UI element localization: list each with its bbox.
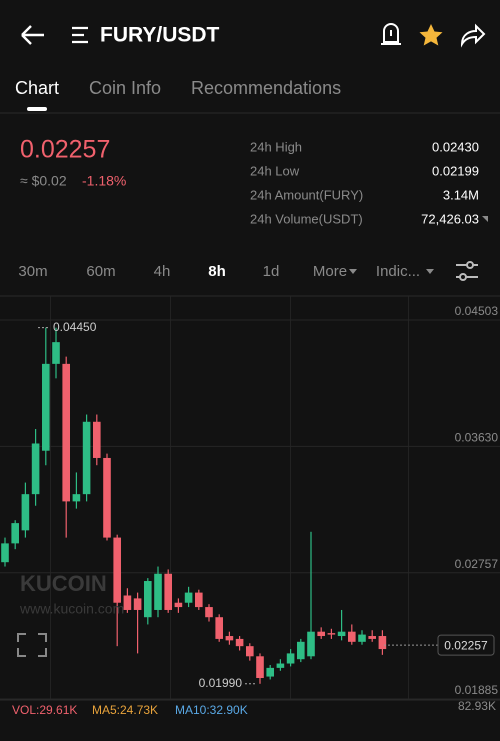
- candle-body: [337, 631, 346, 637]
- menu-icon[interactable]: [72, 26, 88, 44]
- pair-title: FURY/USDT: [100, 24, 220, 47]
- watermark-url: www.kucoin.com: [19, 601, 124, 617]
- favorite-star[interactable]: [419, 24, 443, 46]
- candle-body: [52, 342, 60, 364]
- candle-body: [225, 636, 234, 641]
- ma5-label: MA5:24.73K: [92, 703, 158, 717]
- candle-body: [307, 631, 315, 657]
- candle-body: [266, 667, 274, 677]
- grid-column: [408, 296, 409, 700]
- candle-body: [378, 636, 387, 650]
- candle-body: [327, 633, 336, 635]
- change-percent: -1.18%: [82, 173, 126, 189]
- stat-label: 24h High: [250, 139, 302, 154]
- candle-body: [286, 653, 295, 664]
- grid-column: [50, 296, 51, 700]
- stat-value: 0.02199: [432, 163, 479, 178]
- candle-body: [103, 457, 111, 538]
- interval-option[interactable]: 8h: [208, 263, 226, 280]
- stat-label: 24h Volume(USDT): [250, 211, 363, 226]
- tab-indicator: [27, 107, 47, 111]
- y-tick-label: 0.02757: [455, 557, 499, 571]
- grid-column: [170, 296, 171, 700]
- vol-label: VOL:29.61K: [12, 703, 77, 717]
- watermark-brand: KUCOIN: [20, 571, 107, 596]
- candle-body: [164, 573, 172, 610]
- fullscreen-button[interactable]: [17, 633, 47, 657]
- interval-option[interactable]: Indic...: [376, 263, 420, 280]
- stat-value: 3.14M: [443, 187, 479, 202]
- candle-body: [317, 631, 325, 637]
- candle-body: [195, 592, 203, 608]
- volume-caret: [482, 216, 488, 222]
- last-price-label: 0.02257: [444, 638, 488, 652]
- stat-label: 24h Low: [250, 163, 300, 178]
- candle-body: [297, 641, 305, 660]
- candle-body: [82, 421, 91, 495]
- candle-body: [205, 607, 213, 618]
- stat-value: 0.02430: [432, 139, 479, 154]
- stat-value: 72,426.03: [421, 211, 479, 226]
- interval-option[interactable]: More: [313, 263, 347, 280]
- y-tick-label: 0.01885: [455, 683, 499, 697]
- tab[interactable]: Coin Info: [89, 78, 161, 98]
- grid-column: [290, 296, 291, 700]
- back-button[interactable]: [21, 25, 44, 45]
- fiat-price: ≈ $0.02: [20, 173, 67, 189]
- interval-option[interactable]: 30m: [18, 263, 47, 280]
- stat-label: 24h Amount(FURY): [250, 187, 363, 202]
- share-icon[interactable]: [460, 23, 486, 48]
- candle-body: [144, 581, 152, 618]
- candle-body: [31, 443, 40, 495]
- last-price-box: [437, 634, 495, 656]
- y-tick-label: 0.04503: [455, 304, 499, 318]
- candle-body: [133, 598, 142, 610]
- candle-body: [215, 617, 223, 639]
- candle-body: [42, 363, 50, 451]
- candle-body: [154, 573, 162, 610]
- max-label: 0.04450: [53, 320, 97, 334]
- interval-option[interactable]: 1d: [263, 263, 280, 280]
- candle-body: [358, 634, 366, 642]
- candle-body: [1, 543, 9, 563]
- indicator-caret: [426, 269, 434, 274]
- candle-body: [113, 537, 121, 603]
- interval-option[interactable]: 4h: [154, 263, 171, 280]
- candle-body: [184, 592, 193, 603]
- interval-option[interactable]: 60m: [86, 263, 115, 280]
- vol-max-label: 82.93K: [458, 699, 496, 713]
- tab[interactable]: Chart: [15, 78, 59, 98]
- candle-body: [21, 494, 30, 531]
- candle-body: [246, 646, 254, 657]
- candle-body: [123, 595, 132, 610]
- settings-icon[interactable]: [456, 261, 478, 281]
- tab[interactable]: Recommendations: [191, 78, 341, 98]
- candle-body: [174, 602, 183, 608]
- ma10-label: MA10:32.90K: [175, 703, 248, 717]
- candle-body: [235, 638, 244, 647]
- y-tick-label: 0.03630: [455, 431, 499, 445]
- alert-icon[interactable]: [381, 23, 401, 45]
- candle-body: [72, 494, 81, 502]
- last-price: 0.02257: [20, 136, 110, 164]
- candle-body: [276, 663, 285, 668]
- candle-body: [256, 656, 264, 679]
- min-label: 0.01990: [199, 676, 243, 690]
- more-caret: [349, 269, 357, 274]
- candle-body: [368, 636, 376, 639]
- candle-body: [62, 363, 70, 502]
- candle-body: [11, 523, 19, 544]
- candle-body: [348, 631, 356, 642]
- candle-body: [93, 421, 101, 458]
